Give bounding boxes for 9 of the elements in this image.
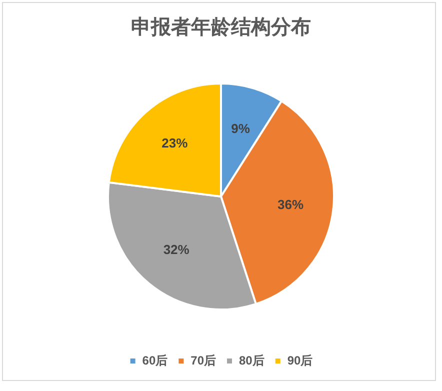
legend-label: 60后 bbox=[142, 353, 168, 368]
chart-title: 申报者年龄结构分布 bbox=[131, 16, 311, 39]
legend-label: 70后 bbox=[190, 353, 216, 368]
legend-label: 90后 bbox=[287, 353, 313, 368]
data-label: 9% bbox=[231, 120, 250, 136]
legend-label: 80后 bbox=[239, 353, 264, 368]
data-label: 32% bbox=[163, 242, 190, 258]
data-label: 23% bbox=[162, 136, 188, 151]
data-label: 36% bbox=[277, 196, 304, 212]
